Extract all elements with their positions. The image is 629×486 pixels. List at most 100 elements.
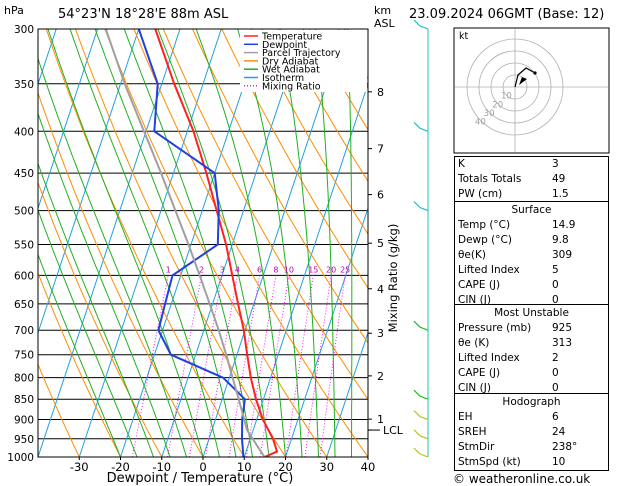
legend-label: Dry Adiabat bbox=[262, 56, 319, 67]
surface-value: 5 bbox=[552, 264, 559, 276]
legend-label: Parcel Trajectory bbox=[262, 48, 341, 59]
temperature-tick-label: -10 bbox=[152, 460, 171, 474]
temperature-tick-label: 40 bbox=[361, 460, 376, 474]
km-tick-label: 2 bbox=[377, 370, 384, 383]
temperature-tick-label: -30 bbox=[70, 460, 89, 474]
isotherm-line bbox=[0, 29, 15, 457]
hodograph-trace bbox=[514, 67, 536, 88]
mixing-ratio-line bbox=[319, 275, 346, 457]
pressure-tick-label: 750 bbox=[14, 350, 34, 362]
km-tick-label: 1 bbox=[377, 413, 384, 426]
surface-key: Temp (°C) bbox=[458, 219, 511, 231]
hodograph-row: StmDir 238° bbox=[455, 440, 608, 455]
mixing-ratio-label: 8 bbox=[273, 265, 278, 274]
wind-barb bbox=[419, 395, 429, 400]
pressure-tick-label: 950 bbox=[14, 434, 34, 446]
most-unstable-key: θe (K) bbox=[458, 337, 490, 349]
mixing-ratio-label: 4 bbox=[235, 265, 240, 274]
mixing-ratio-line bbox=[205, 275, 238, 457]
pressure-tick-label: 400 bbox=[14, 126, 34, 138]
isotherm-line bbox=[38, 29, 181, 457]
hodograph-row: StmSpd (kt) 10 bbox=[455, 455, 608, 470]
index-key: K bbox=[458, 158, 465, 170]
wind-barb bbox=[419, 435, 429, 440]
most-unstable-row: θe (K) 313 bbox=[455, 336, 608, 351]
wet-adiabat-line bbox=[69, 29, 220, 457]
dry-adiabat-line bbox=[250, 29, 368, 235]
pressure-tick-label: 650 bbox=[14, 299, 34, 311]
wind-barb bbox=[419, 326, 429, 331]
hodograph-value: 10 bbox=[552, 456, 566, 468]
dry-adiabat-line bbox=[104, 29, 328, 457]
isotherm-line bbox=[78, 29, 222, 457]
isotherm-line bbox=[38, 29, 98, 210]
wet-adiabat-line bbox=[237, 29, 303, 457]
hodograph-table-title: Hodograph bbox=[502, 396, 561, 408]
most-unstable-value: 313 bbox=[552, 337, 573, 349]
dry-adiabat-line bbox=[279, 29, 368, 183]
index-row: PW (cm) 1.5 bbox=[455, 187, 608, 202]
isotherm-line bbox=[161, 29, 305, 457]
wind-barb-flag bbox=[413, 201, 421, 209]
most-unstable-row: Lifted Index 2 bbox=[455, 351, 608, 366]
mixing-ratio-label: 20 bbox=[326, 265, 336, 274]
mixing-ratio-label: 6 bbox=[257, 265, 262, 274]
surface-key: Dewp (°C) bbox=[458, 234, 512, 246]
most-unstable-panel: Most Unstable Pressure (mb) 925 θe (K) 313 L… bbox=[454, 304, 609, 397]
km-label: km bbox=[374, 4, 392, 17]
wet-adiabat-line bbox=[47, 29, 204, 457]
km-tick-label: 8 bbox=[377, 86, 384, 99]
mixing-ratio-line bbox=[304, 275, 332, 457]
surface-row: θe(K) 309 bbox=[455, 248, 608, 263]
wind-barb bbox=[419, 415, 429, 421]
km-tick-label: LCL bbox=[383, 424, 404, 437]
mixing-ratio-line bbox=[228, 275, 261, 457]
dry-adiabat-line bbox=[38, 181, 163, 457]
most-unstable-value: 0 bbox=[552, 382, 559, 394]
hodograph-key: SREH bbox=[458, 426, 487, 438]
mixing-ratio-line bbox=[285, 275, 314, 457]
surface-key: CIN (J) bbox=[458, 294, 491, 306]
index-value: 1.5 bbox=[552, 188, 569, 200]
isotherm-line bbox=[202, 29, 346, 457]
isotherm-line bbox=[243, 82, 368, 457]
surface-row: Dewp (°C) 9.8 bbox=[455, 233, 608, 248]
pressure-tick-label: 600 bbox=[14, 270, 34, 282]
legend-label: Dewpoint bbox=[262, 40, 307, 51]
wet-adiabat-line bbox=[38, 253, 121, 457]
legend-box bbox=[240, 30, 367, 92]
surface-value: 14.9 bbox=[552, 219, 576, 231]
mixing-ratio-label: 25 bbox=[340, 265, 350, 274]
surface-panel: Surface Temp (°C) 14.9 Dewp (°C) 9.8 θe(K) 30… bbox=[454, 201, 609, 309]
datetime-title: 23.09.2024 06GMT (Base: 12) bbox=[409, 7, 605, 22]
mixing-ratio-line bbox=[188, 275, 223, 457]
temperature-tick-label: -20 bbox=[111, 460, 130, 474]
km-tick-label: 4 bbox=[377, 283, 384, 296]
location-title: 54°23'N 18°28'E 88m ASL bbox=[58, 7, 229, 22]
wet-adiabat-line bbox=[315, 29, 336, 457]
wet-adiabat-line bbox=[195, 29, 286, 457]
index-value: 49 bbox=[552, 173, 566, 185]
mixing-ratio-axis-label: Mixing Ratio (g/kg) bbox=[386, 224, 400, 333]
wet-adiabat-line bbox=[278, 29, 319, 457]
index-value: 3 bbox=[552, 158, 559, 170]
temperature-line bbox=[154, 29, 279, 457]
km-tick-label: 3 bbox=[377, 327, 384, 340]
dry-adiabat-line bbox=[221, 29, 368, 289]
mixing-ratio-line bbox=[131, 275, 169, 457]
index-row: Totals Totals 49 bbox=[455, 172, 608, 187]
most-unstable-key: CIN (J) bbox=[458, 382, 491, 394]
temperature-tick-label: 30 bbox=[319, 460, 334, 474]
km-tick-label: 5 bbox=[377, 237, 384, 250]
wet-adiabat-line bbox=[38, 162, 154, 457]
pressure-tick-label: 1000 bbox=[7, 452, 34, 464]
surface-row: Lifted Index 5 bbox=[455, 263, 608, 278]
asl-label: ASL bbox=[374, 17, 395, 30]
temperature-tick-label: 10 bbox=[237, 460, 252, 474]
pressure-tick-label: 850 bbox=[14, 394, 34, 406]
index-key: PW (cm) bbox=[458, 188, 503, 200]
pressure-tick-label: 300 bbox=[14, 24, 34, 36]
temperature-tick-label: 20 bbox=[278, 460, 293, 474]
